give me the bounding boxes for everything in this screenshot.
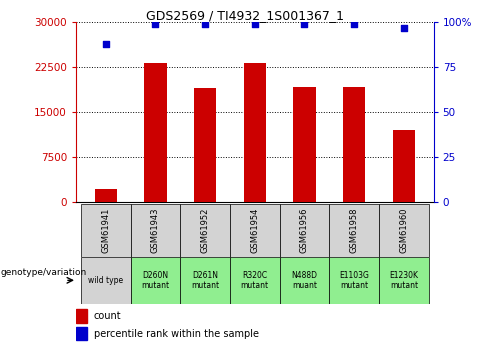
Point [102, 41, 110, 47]
Point [400, 25, 408, 31]
Text: E1230K
mutant: E1230K mutant [390, 270, 418, 290]
Text: D260N
mutant: D260N mutant [142, 270, 170, 290]
Bar [194, 88, 216, 202]
Bar [144, 63, 167, 202]
Bar [180, 204, 230, 257]
Bar [180, 257, 230, 304]
Text: GSM61941: GSM61941 [101, 208, 110, 253]
Bar [76, 327, 87, 340]
Bar [343, 87, 366, 202]
Text: D261N
mutant: D261N mutant [191, 270, 219, 290]
Text: GSM61954: GSM61954 [250, 208, 259, 253]
Bar [294, 87, 316, 202]
Bar [131, 257, 180, 304]
Bar [76, 309, 87, 323]
Bar [95, 189, 117, 202]
Bar [230, 204, 280, 257]
Bar [379, 257, 429, 304]
Text: N488D
muant: N488D muant [292, 270, 318, 290]
Bar [131, 204, 180, 257]
Text: GSM61943: GSM61943 [151, 208, 160, 253]
Text: GSM61958: GSM61958 [350, 208, 359, 253]
Text: percentile rank within the sample: percentile rank within the sample [94, 329, 259, 338]
Bar [81, 204, 131, 257]
Text: GSM61960: GSM61960 [399, 208, 408, 253]
Point [151, 21, 159, 27]
Point [300, 21, 308, 27]
Text: wild type: wild type [88, 276, 123, 285]
Bar [280, 204, 329, 257]
Point [350, 21, 358, 27]
Point [251, 21, 259, 27]
Text: count: count [94, 312, 122, 321]
Text: genotype/variation: genotype/variation [1, 268, 87, 277]
Bar [392, 130, 415, 202]
Bar [81, 257, 131, 304]
Bar [329, 257, 379, 304]
Bar [230, 257, 280, 304]
Text: GDS2569 / TI4932_1S001367_1: GDS2569 / TI4932_1S001367_1 [146, 9, 344, 22]
Text: R320C
mutant: R320C mutant [241, 270, 269, 290]
Bar [329, 204, 379, 257]
Text: E1103G
mutant: E1103G mutant [339, 270, 369, 290]
Bar [244, 63, 266, 202]
Point [201, 21, 209, 27]
Bar [379, 204, 429, 257]
Text: GSM61952: GSM61952 [200, 208, 210, 253]
Bar [280, 257, 329, 304]
Text: GSM61956: GSM61956 [300, 208, 309, 253]
